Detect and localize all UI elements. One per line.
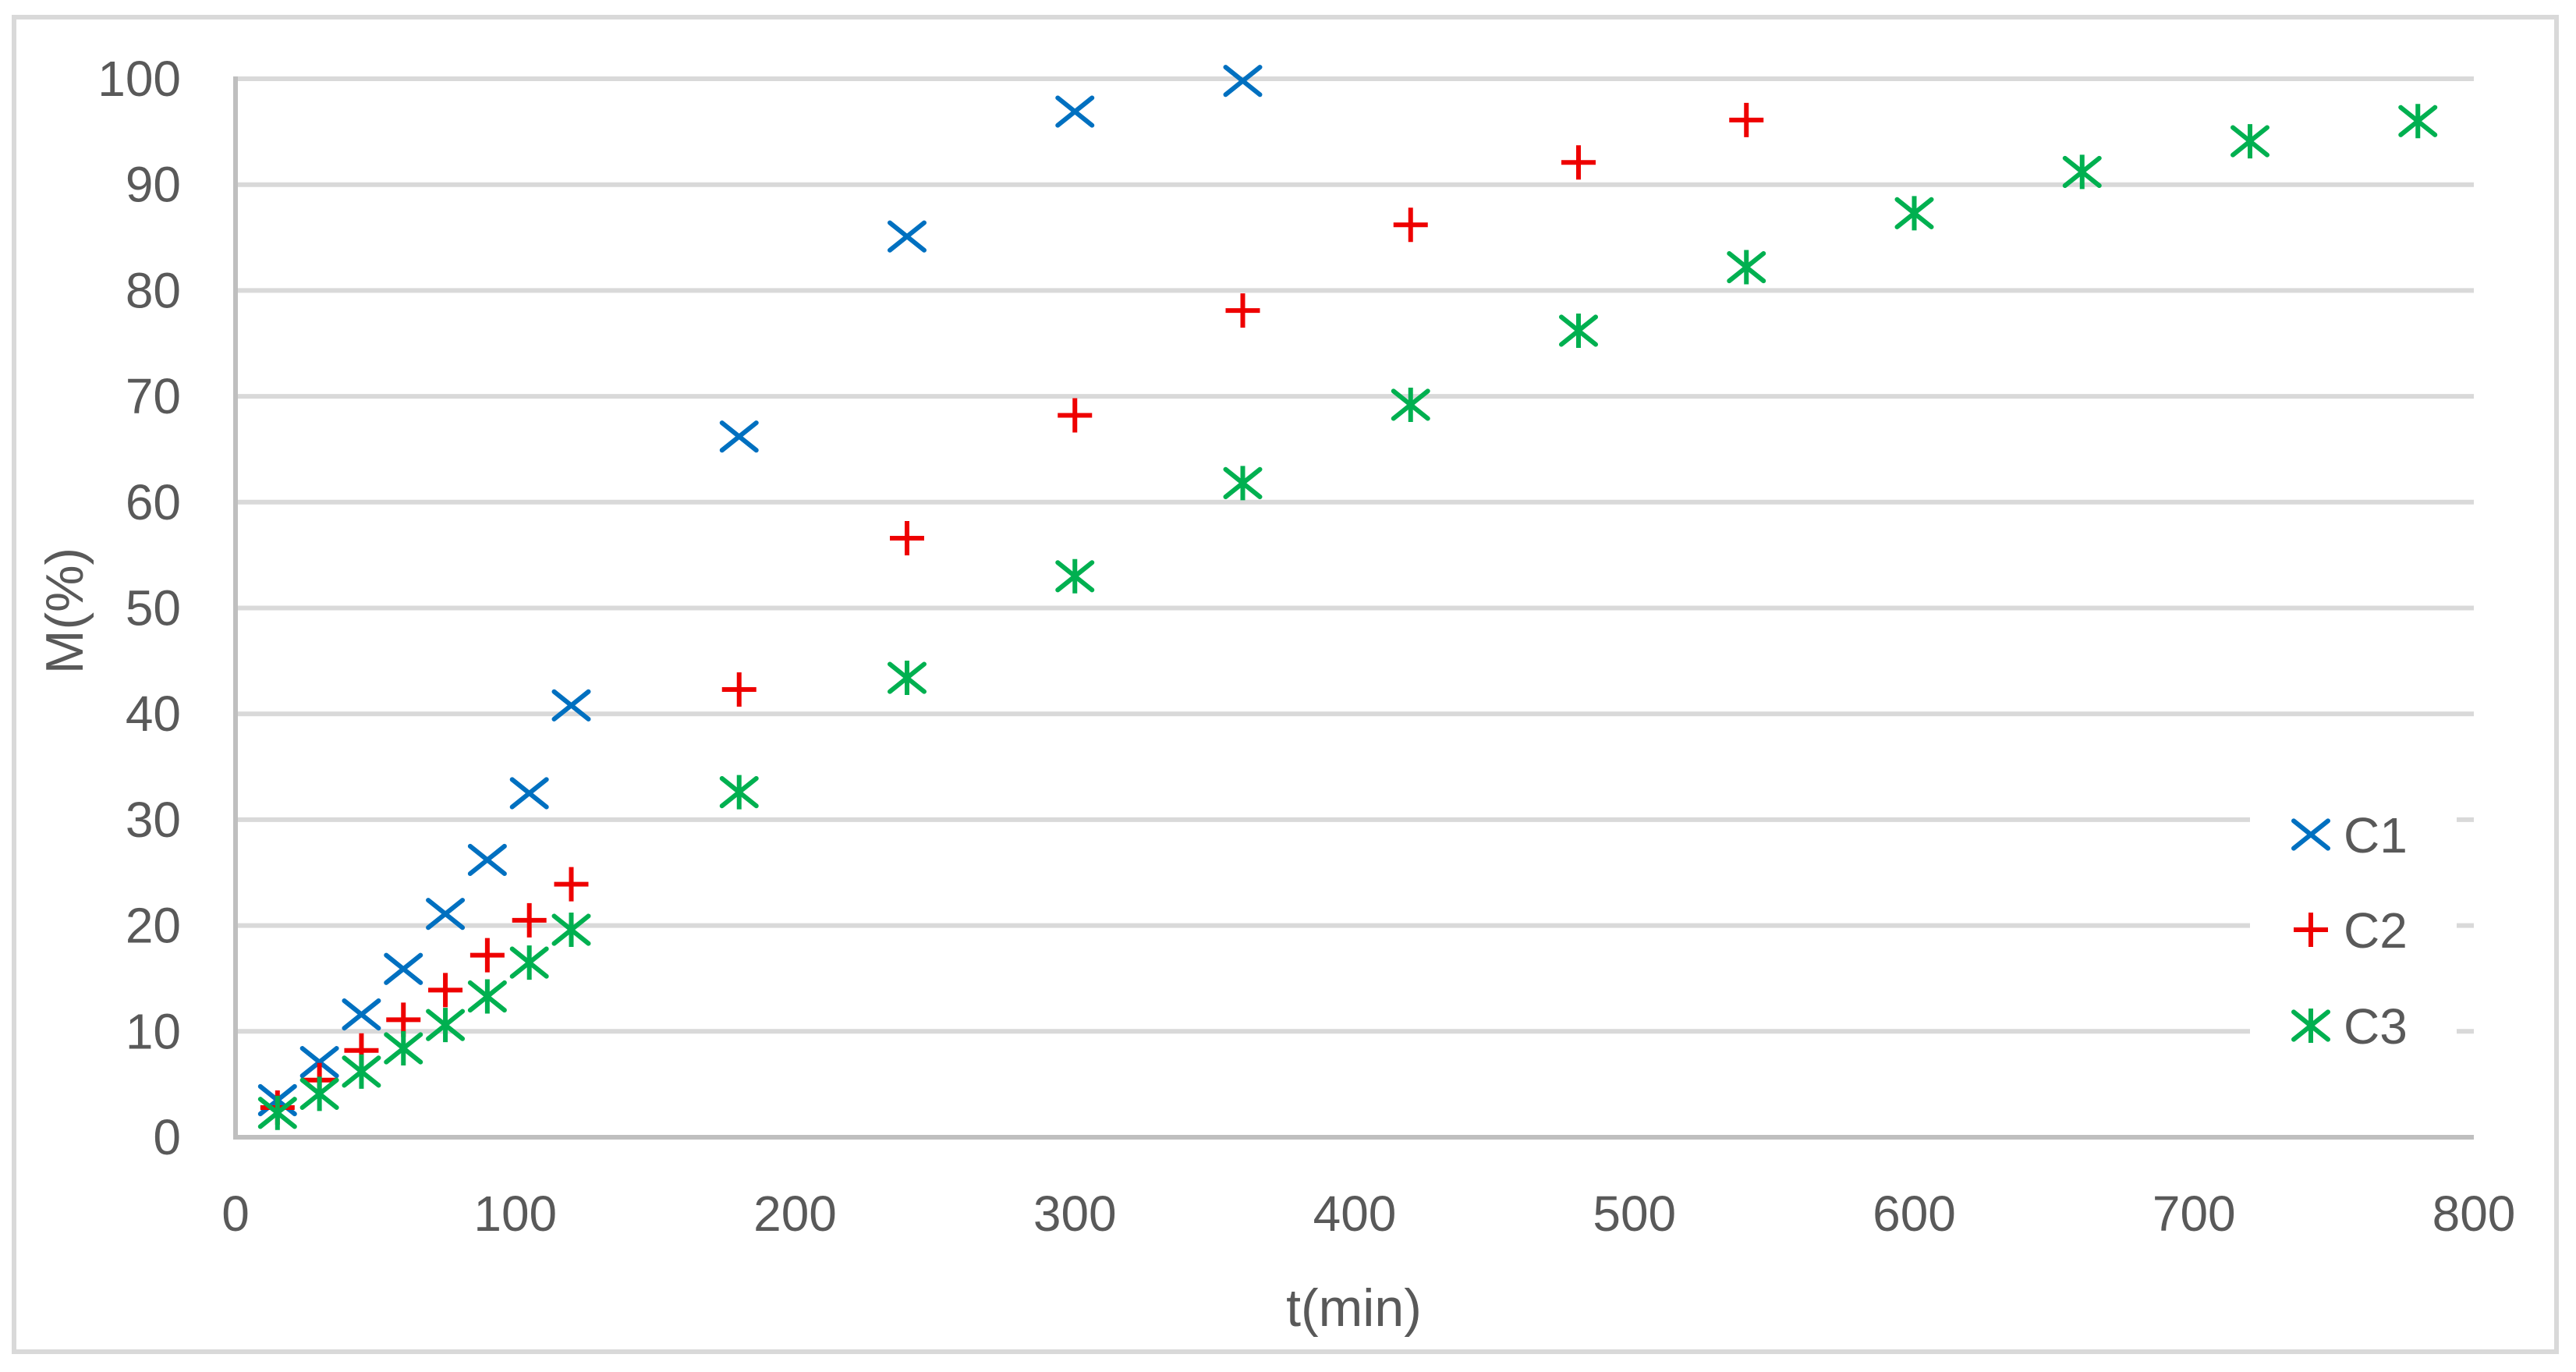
legend-item-c3[interactable]: C3 [2291,998,2408,1055]
asterisk-marker-icon [509,945,549,980]
x-tick-label: 500 [1593,1186,1676,1242]
x-marker-icon [719,420,759,453]
legend-item-c1[interactable]: C1 [2291,807,2408,863]
plus-marker-icon [428,973,463,1008]
x-marker-icon [551,689,591,721]
x-marker-icon [1223,65,1263,97]
x-marker-icon [509,777,549,810]
plus-marker-icon [1225,293,1260,328]
asterisk-marker-icon [1559,313,1598,348]
y-tick-label: 10 [126,1003,181,1059]
asterisk-marker-icon [1223,466,1263,501]
legend: C1 C2 C3 [2250,788,2457,1076]
asterisk-marker-icon [2231,124,2270,159]
plus-marker-icon [1058,398,1093,433]
x-tick-label: 100 [473,1186,557,1242]
x-marker-icon [2291,818,2330,851]
y-axis-tick-labels: 0 10 20 30 40 50 60 70 80 90 100 [97,51,181,1165]
x-tick-label: 700 [2153,1186,2236,1242]
plus-marker-icon [1729,102,1764,137]
plus-marker-icon [554,867,589,902]
asterisk-marker-icon [551,913,591,948]
plus-icon [2294,913,2328,947]
x-marker-icon [888,220,927,253]
asterisk-icon [2291,1009,2330,1043]
legend-item-c2[interactable]: C2 [2294,902,2408,959]
x-tick-label: 400 [1313,1186,1397,1242]
asterisk-marker-icon [1391,387,1430,422]
legend-background [2250,788,2457,1076]
y-tick-label: 50 [126,580,181,636]
plus-marker-icon [2294,913,2328,947]
x-marker-icon [426,898,466,931]
asterisk-marker-icon [342,1054,381,1089]
chart-frame [12,15,2559,1354]
asterisk-marker-icon [1894,196,1934,231]
y-tick-label: 0 [153,1109,181,1165]
asterisk-marker-icon [299,1076,339,1111]
y-tick-label: 70 [126,368,181,424]
gridlines [236,76,2474,1034]
plus-marker-icon [1561,145,1596,180]
data-series [257,65,2438,1130]
asterisk-marker-icon [467,979,507,1014]
legend-label-c1: C1 [2344,807,2408,863]
plus-marker-icon [512,902,547,938]
x-marker-icon [384,952,423,985]
y-tick-label: 40 [126,686,181,742]
legend-label-c2: C2 [2344,902,2408,959]
x-marker-icon [1055,95,1095,128]
x-tick-label: 800 [2432,1186,2516,1242]
x-tick-label: 300 [1033,1186,1117,1242]
plus-marker-icon [1393,207,1428,243]
asterisk-marker-icon [426,1008,466,1043]
asterisk-marker-icon [384,1031,423,1066]
asterisk-marker-icon [1055,558,1095,594]
y-axis-title: M(%) [35,548,94,674]
asterisk-marker-icon [1727,250,1766,285]
y-tick-label: 100 [97,51,181,107]
series-c2 [260,102,1764,1126]
asterisk-marker-icon [2291,1009,2330,1043]
x-axis-title: t(min) [1286,1278,1422,1338]
asterisk-marker-icon [2062,154,2102,190]
asterisk-marker-icon [888,661,927,696]
x-tick-label: 200 [753,1186,837,1242]
asterisk-marker-icon [2398,104,2438,139]
x-marker-icon [299,1046,339,1079]
series-c3 [257,104,2438,1130]
x-icon [2291,818,2330,851]
x-axis-tick-labels: 0 100 200 300 400 500 600 700 800 [221,1186,2515,1242]
x-tick-label: 0 [221,1186,250,1242]
plus-marker-icon [721,672,757,707]
asterisk-marker-icon [719,775,759,810]
y-tick-label: 20 [126,898,181,954]
x-tick-label: 600 [1873,1186,1956,1242]
asterisk-marker-icon [257,1095,297,1130]
y-tick-label: 80 [126,262,181,318]
legend-label-c3: C3 [2344,998,2408,1055]
plus-marker-icon [890,520,924,555]
x-marker-icon [342,998,381,1031]
x-marker-icon [467,843,507,877]
y-tick-label: 90 [126,157,181,213]
y-tick-label: 60 [126,474,181,530]
plus-marker-icon [469,938,505,973]
y-tick-label: 30 [126,792,181,848]
